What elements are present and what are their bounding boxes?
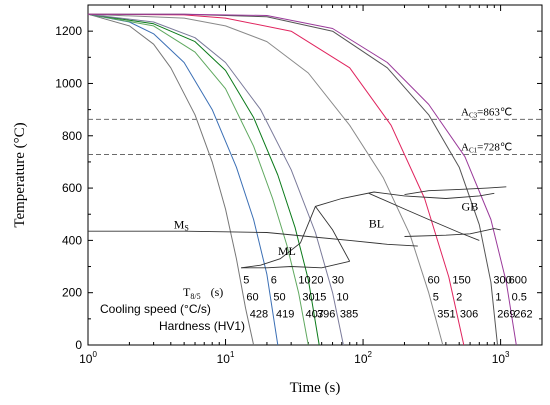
y-tick-label: 0 <box>75 338 82 352</box>
y-axis-title: Temperature (°C) <box>12 122 28 227</box>
table-t85-value: 60 <box>428 275 440 287</box>
cooling-curve <box>88 13 498 346</box>
x-tick-base: 10 <box>217 352 231 366</box>
x-tick-base: 10 <box>79 352 93 366</box>
row-label-t85-sub: 8/5 <box>190 292 200 301</box>
phase-boundary <box>88 230 418 247</box>
table-t85-value: 30 <box>332 275 344 287</box>
x-tick-label: 103 <box>492 350 510 366</box>
cooling-curve <box>87 13 344 346</box>
y-tick-label: 1000 <box>55 76 82 90</box>
cooling-curve <box>87 13 444 346</box>
table-rate-value: 0.5 <box>512 292 527 304</box>
phase-boundary <box>241 191 495 269</box>
table-rate-value: 2 <box>456 292 462 304</box>
x-tick-label: 100 <box>79 350 97 366</box>
cooling-curve <box>87 13 309 346</box>
phase-boundary <box>315 206 351 262</box>
table-hardness-value: 306 <box>460 309 478 321</box>
table-hardness-value: 428 <box>250 309 268 321</box>
phase-label: BL <box>369 216 384 230</box>
y-tick-label: 1200 <box>55 24 82 38</box>
y-tick-label: 400 <box>62 233 82 247</box>
table-rate-value: 10 <box>336 292 348 304</box>
cooling-curve <box>88 13 517 346</box>
cooling-curve <box>87 13 465 346</box>
cooling-curve <box>87 13 320 346</box>
x-tick-label: 102 <box>354 350 372 366</box>
phase-boundary <box>404 186 507 196</box>
row-label-t85: T8/5 (s) <box>183 285 223 301</box>
phase-label: GB <box>462 199 479 213</box>
x-tick-label: 101 <box>217 350 235 366</box>
x-tick-base: 10 <box>492 352 506 366</box>
x-axis-title: Time (s) <box>290 380 341 396</box>
table-hardness-value: 396 <box>317 309 335 321</box>
table-rate-value: 1 <box>495 292 501 304</box>
table-t85-value: 6 <box>271 275 277 287</box>
row-label-cooling-speed: Cooling speed (°C/s) <box>100 302 211 316</box>
table-hardness-value: 407 <box>306 309 324 321</box>
cooling-curves <box>87 13 517 346</box>
row-label-t85-unit: (s) <box>211 285 224 299</box>
x-axis-ticks: 100 101 102 103 <box>79 5 543 366</box>
reference-lines: AC3=863℃ AC1=728℃ <box>88 106 542 156</box>
svg-text:T8/5(s): T8/5 (s) <box>183 285 223 301</box>
table-rate-value: 5 <box>433 292 439 304</box>
y-tick-label: 200 <box>62 286 82 300</box>
x-tick-base: 10 <box>354 352 368 366</box>
phase-boundaries <box>88 186 507 269</box>
phase-labels: MS ML BL GB <box>174 199 478 257</box>
table-t85-value: 300 <box>493 275 511 287</box>
table-t85-value: 20 <box>311 275 323 287</box>
table-t85-value: 10 <box>298 275 310 287</box>
x-tick-exponent: 2 <box>368 350 373 359</box>
plot-frame <box>87 4 543 346</box>
cooling-curve <box>87 13 279 346</box>
phase-label: ML <box>278 244 296 258</box>
table-rate-value: 50 <box>273 292 285 304</box>
phase-boundary <box>368 192 480 241</box>
row-label-hardness: Hardness (HV1) <box>159 319 245 333</box>
table-hardness-value: 269 <box>497 309 515 321</box>
table-rate-value: 30 <box>302 292 314 304</box>
cooling-curve <box>87 13 255 346</box>
table-rate-value: 60 <box>246 292 258 304</box>
x-tick-exponent: 0 <box>92 350 97 359</box>
table-hardness-value: 262 <box>514 309 532 321</box>
table-t85-value: 600 <box>509 275 527 287</box>
table-t85-value: 150 <box>452 275 470 287</box>
phase-boundary <box>241 260 350 269</box>
phase-boundary <box>404 228 501 237</box>
row-label-t85-main: T <box>183 285 191 299</box>
table-rate-value: 15 <box>314 292 326 304</box>
table-hardness-value: 351 <box>437 309 455 321</box>
x-tick-exponent: 3 <box>505 350 510 359</box>
x-tick-exponent: 1 <box>230 350 235 359</box>
reference-label: AC3=863℃ <box>461 106 512 119</box>
y-tick-label: 600 <box>62 181 82 195</box>
phase-label: MS <box>174 218 189 233</box>
table-t85-value: 5 <box>243 275 249 287</box>
y-axis-ticks: 0 200 400 600 800 1000 1200 <box>55 24 542 352</box>
table-hardness-value: 385 <box>340 309 358 321</box>
y-tick-label: 800 <box>62 129 82 143</box>
reference-label: AC1=728℃ <box>461 142 512 155</box>
cooling-table-values: 5604286504191030407201539630103856053511… <box>243 275 532 321</box>
table-hardness-value: 419 <box>276 309 294 321</box>
